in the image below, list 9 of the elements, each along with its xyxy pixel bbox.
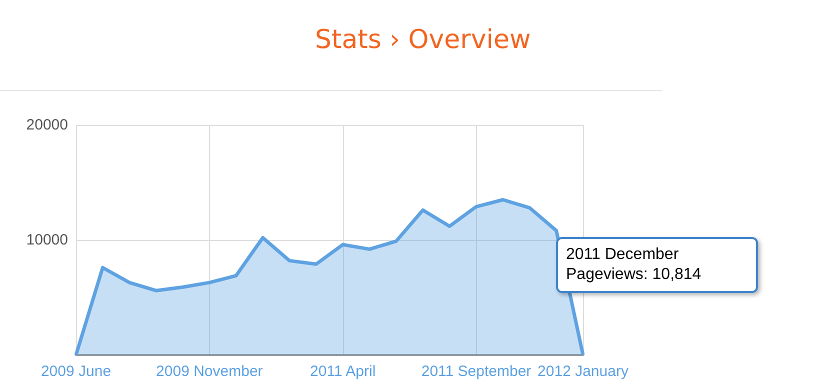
x-tick-label: 2009 November <box>156 363 263 380</box>
chart-title: Stats › Overview <box>315 25 531 55</box>
x-tick-label: 2012 January <box>538 363 629 380</box>
x-tick-label: 2009 June <box>40 363 112 380</box>
y-tick-label: 20000 <box>26 116 68 134</box>
x-tick-label: 2011 April <box>310 363 376 380</box>
x-tick-label: 2011 September <box>421 363 532 380</box>
y-tick-label: 10000 <box>26 232 68 248</box>
tooltip-box: 2011 December Pageviews: 10,814 <box>556 237 758 293</box>
